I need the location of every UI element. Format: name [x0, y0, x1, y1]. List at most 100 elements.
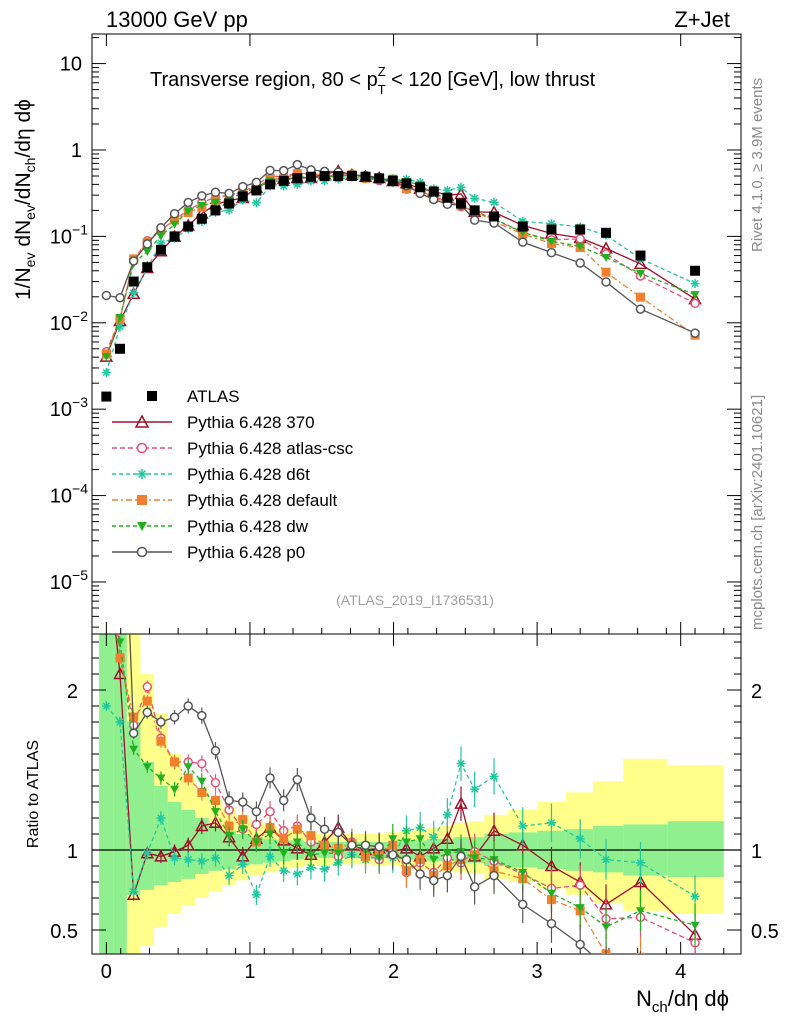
ratio-point-pythia-6-428-atlas-csc-7	[197, 758, 207, 769]
ratio-point-pythia-6-428-default-6	[183, 773, 193, 783]
ratio-point-pythia-6-428-default-4	[156, 736, 166, 746]
y-tick-label-main-2: 10−1	[50, 221, 88, 248]
ratio-point-pythia-6-428-dw-2	[129, 745, 139, 754]
ratio-point-pythia-6-428-p0-28	[489, 870, 499, 881]
ratio-line-pythia-6-428-default	[117, 634, 614, 954]
ratio-point-pythia-6-428-dw-22	[401, 838, 411, 847]
ratio-point-pythia-6-428-d6t-5	[170, 853, 180, 863]
ratio-point-pythia-6-428-dw-8	[210, 808, 220, 817]
y-tick-label-ratio-right-2: 2	[751, 681, 762, 703]
ratio-point-pythia-6-428-p0-5	[169, 712, 180, 722]
ratio-point-pythia-6-428-p0-22	[401, 854, 412, 865]
x-axis-label: Nch/dη dϕ	[636, 986, 729, 1016]
y-tick-exponent: −4	[72, 481, 88, 497]
main-point-pythia-6-428-p0-33	[635, 304, 646, 314]
main-point-pythia-6-428-p0-5	[169, 208, 180, 219]
ratio-point-pythia-6-428-p0-25	[442, 870, 453, 881]
atlas-data-point-4	[155, 244, 166, 255]
atlas-data-point-22	[401, 178, 412, 189]
legend-label-2: Pythia 6.428 atlas-csc	[187, 439, 354, 458]
ratio-point-pythia-6-428-dw-12	[265, 830, 275, 839]
ratio-point-pythia-6-428-p0-26	[456, 851, 466, 862]
main-point-pythia-6-428-370-26	[454, 186, 468, 200]
ratio-point-pythia-6-428-dw-27	[470, 854, 480, 863]
ratio-point-pythia-6-428-dw-30	[546, 889, 556, 898]
ratio-point-pythia-6-428-dw-7	[197, 777, 207, 786]
asterisk-stroke	[116, 323, 124, 331]
ratio-point-pythia-6-428-default-15	[306, 831, 316, 841]
band-inner-1	[113, 634, 127, 954]
main-point-pythia-6-428-p0-30	[546, 247, 557, 258]
ratio-point-pythia-6-428-p0-9	[224, 795, 234, 806]
plot-title-subscript: T	[378, 82, 386, 97]
ratio-point-pythia-6-428-d6t-11	[251, 890, 261, 900]
asterisk-stroke	[239, 860, 247, 869]
asterisk-stroke	[252, 891, 261, 899]
ratio-point-pythia-6-428-p0-16	[319, 824, 330, 834]
ratio-point-pythia-6-428-dw-32	[601, 923, 611, 932]
ratio-point-pythia-6-428-d6t-13	[279, 866, 289, 876]
ratio-point-pythia-6-428-p0-18	[347, 840, 357, 850]
x-axis-label-text: N	[636, 986, 652, 1011]
y-tick-base: 10	[50, 226, 72, 248]
atlas-data-point-17	[333, 170, 344, 181]
ratio-point-pythia-6-428-dw-3	[142, 763, 152, 772]
asterisk-stroke	[293, 870, 302, 878]
ratio-point-pythia-6-428-default-14	[292, 824, 302, 834]
ratio-point-pythia-6-428-default-13	[279, 834, 289, 844]
plot-title-superscript: Z	[378, 64, 386, 79]
main-point-pythia-6-428-dw-7	[197, 201, 207, 210]
atlas-data-point-31	[575, 224, 586, 235]
band-inner-5	[167, 802, 182, 882]
main-point-pythia-6-428-d6t-2	[129, 288, 139, 298]
y-tick-label-main-0: 10	[60, 54, 82, 76]
band-inner-2	[126, 722, 141, 895]
main-point-pythia-6-428-d6t-28	[489, 197, 499, 207]
main-point-pythia-6-428-d6t-27	[470, 193, 480, 203]
ratio-point-pythia-6-428-p0-17	[333, 827, 343, 838]
asterisk-stroke	[211, 854, 220, 862]
ratio-point-pythia-6-428-d6t-2	[129, 887, 139, 897]
atlas-data-point-12	[265, 179, 276, 190]
atlas-data-point-34	[690, 265, 701, 276]
ratio-point-pythia-6-428-dw-25	[442, 849, 452, 858]
asterisk-stroke	[129, 887, 138, 896]
asterisk-stroke	[307, 863, 315, 872]
ratio-point-pythia-6-428-p0-33	[636, 968, 644, 976]
legend-label-1: Pythia 6.428 370	[187, 413, 315, 432]
main-point-pythia-6-428-default-5	[170, 215, 180, 225]
header-energy-label: 13000 GeV pp	[106, 7, 248, 32]
legend-label-6: Pythia 6.428 p0	[187, 543, 305, 562]
asterisk-stroke	[443, 186, 452, 194]
main-point-pythia-6-428-dw-33	[635, 269, 645, 278]
y-tick-label-main-1: 1	[71, 140, 82, 162]
band-inner-8	[208, 826, 223, 871]
analysis-id: (ATLAS_2019_I1736531)	[336, 592, 494, 608]
ratio-point-pythia-6-428-d6t-3	[142, 848, 152, 858]
main-point-pythia-6-428-p0-4	[156, 222, 166, 233]
main-point-pythia-6-428-dw-5	[170, 220, 180, 229]
ratio-point-pythia-6-428-370-6	[181, 838, 195, 851]
ratio-uncertainty-bands	[99, 634, 724, 954]
asterisk-stroke	[266, 852, 274, 861]
series-curves	[99, 159, 702, 976]
ratio-point-pythia-6-428-dw-11	[251, 838, 261, 847]
y-tick-label-ratio-1: 1	[67, 841, 78, 863]
ratio-point-pythia-6-428-d6t-10	[238, 859, 248, 869]
legend: ATLAS Pythia 6.428 370 Pythia 6.428 atlas-…	[112, 387, 354, 562]
legend-marker-2	[136, 442, 148, 454]
ratio-point-pythia-6-428-p0-19	[360, 840, 371, 850]
ratio-point-pythia-6-428-p0-13	[278, 795, 289, 806]
atlas-data-point-19	[360, 171, 371, 182]
band-inner-0	[99, 634, 114, 954]
main-point-pythia-6-428-p0-34	[690, 328, 700, 338]
ratio-point-pythia-6-428-370-28	[487, 823, 501, 837]
ratio-point-pythia-6-428-370-4	[154, 849, 168, 862]
asterisk-stroke	[470, 194, 479, 202]
y-tick-exponent: −3	[72, 394, 88, 410]
ratio-point-pythia-6-428-p0-23	[415, 869, 425, 879]
y-tick-label-ratio-2: 2	[67, 681, 78, 703]
x-tick-label-4: 4	[675, 961, 686, 983]
main-point-pythia-6-428-p0-3	[142, 239, 153, 249]
ratio-point-pythia-6-428-d6t-14	[292, 869, 302, 879]
